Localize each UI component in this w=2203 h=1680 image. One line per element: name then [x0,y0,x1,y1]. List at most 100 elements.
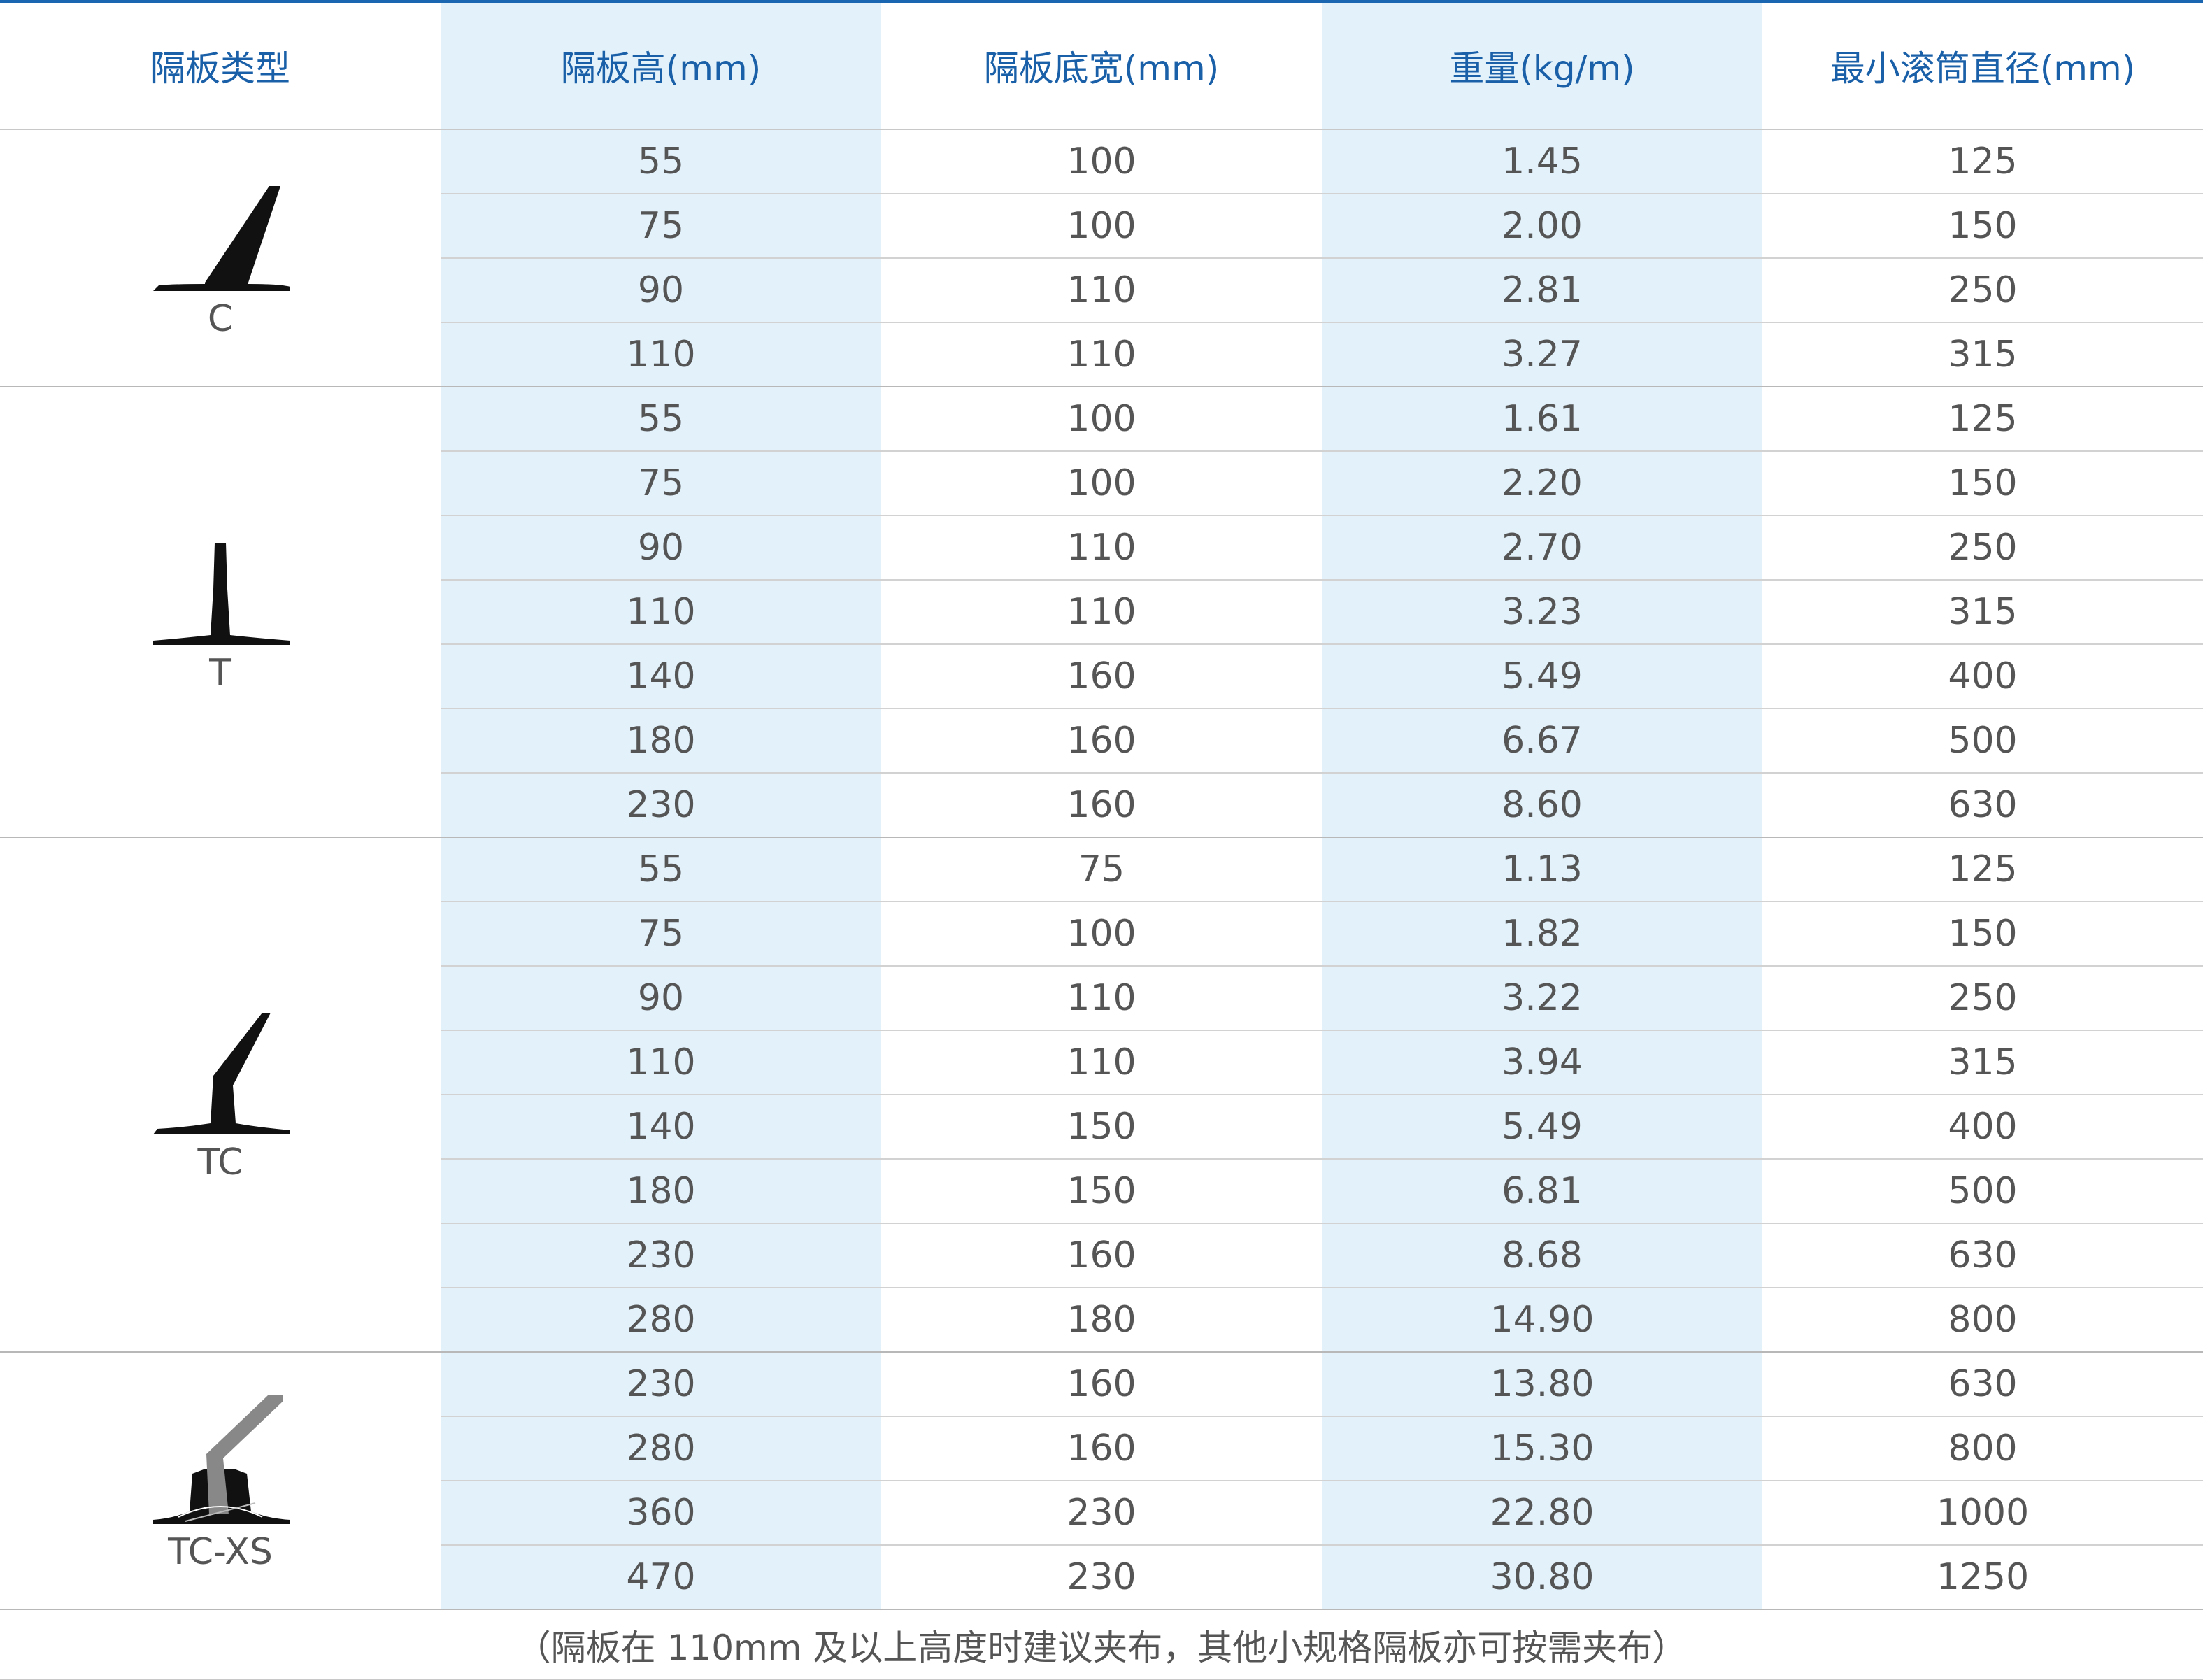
table-row: 360 230 22.80 1000 [0,1481,2203,1546]
cell-height: 55 [441,129,881,194]
cell-base-width: 160 [881,644,1322,709]
cell-min-drum: 150 [1762,902,2203,967]
cell-height: 75 [441,902,881,967]
table-row: TC-XS 230 160 13.80 630 [0,1352,2203,1610]
cell-min-drum: 315 [1762,1030,2203,1095]
cell-weight: 3.94 [1322,1030,1762,1095]
header-row: 隔板类型 隔板高(mm) 隔板底宽(mm) 重量(kg/m) 最小滚筒直径(mm… [0,3,2203,130]
cell-weight: 14.90 [1322,1288,1762,1353]
cell-base-width: 110 [881,966,1322,1031]
cell-height: 230 [441,773,881,838]
cell-min-drum: 1250 [1762,1545,2203,1610]
cell-base-width: 110 [881,515,1322,581]
cell-weight: 1.13 [1322,837,1762,902]
cell-min-drum: 500 [1762,709,2203,774]
header-base-width: 隔板底宽(mm) [881,3,1322,130]
cell-base-width: 110 [881,258,1322,323]
cell-min-drum: 125 [1762,129,2203,194]
cell-min-drum: 800 [1762,1416,2203,1481]
cell-weight: 3.27 [1322,322,1762,387]
table-row: 470 230 30.80 1250 [0,1545,2203,1610]
cell-min-drum: 250 [1762,966,2203,1031]
table-row: 140 160 5.49 400 [0,644,2203,709]
type-label: T [209,652,231,694]
cell-weight: 5.49 [1322,1095,1762,1160]
cell-min-drum: 400 [1762,644,2203,709]
table-row: TC 55 75 1.13 125 [0,837,2203,1353]
c-profile-icon [153,186,290,291]
cell-base-width: 100 [881,451,1322,516]
type-label: TC [197,1141,243,1183]
cell-min-drum: 800 [1762,1288,2203,1353]
cell-weight: 30.80 [1322,1545,1762,1610]
cell-height: 55 [441,387,881,452]
cell-weight: 1.82 [1322,902,1762,967]
table-row: 90 110 2.70 250 [0,515,2203,581]
footnote: （隔板在 110mm 及以上高度时建议夹布，其他小规格隔板亦可按需夹布） [0,1616,2203,1680]
cell-weight: 8.60 [1322,773,1762,838]
cell-weight: 1.45 [1322,129,1762,194]
header-type: 隔板类型 [0,3,441,130]
cell-height: 90 [441,966,881,1031]
table-row: 230 160 8.60 630 [0,773,2203,838]
cell-base-width: 150 [881,1159,1322,1224]
cell-height: 280 [441,1288,881,1353]
cell-min-drum: 125 [1762,837,2203,902]
cell-weight: 6.81 [1322,1159,1762,1224]
table-row: T 55 100 1.61 125 [0,387,2203,838]
cell-base-width: 100 [881,194,1322,259]
cell-base-width: 160 [881,1352,1322,1417]
cell-weight: 2.20 [1322,451,1762,516]
top-rule [0,0,2203,3]
table-row: 180 150 6.81 500 [0,1159,2203,1224]
cell-weight: 3.22 [1322,966,1762,1031]
type-cell: T [0,387,441,838]
cell-min-drum: 150 [1762,194,2203,259]
table-row: 110 110 3.23 315 [0,580,2203,645]
cell-base-width: 160 [881,1223,1322,1288]
cell-height: 140 [441,644,881,709]
cell-min-drum: 630 [1762,1352,2203,1417]
cell-height: 110 [441,580,881,645]
cell-height: 230 [441,1352,881,1417]
type-cell: TC-XS [0,1352,441,1610]
table-row: 90 110 3.22 250 [0,966,2203,1031]
type-cell: C [0,129,441,387]
table-row: 140 150 5.49 400 [0,1095,2203,1160]
cell-height: 75 [441,194,881,259]
type-cell-content: C [0,179,441,337]
t-profile-icon [153,543,290,645]
header-min-drum: 最小滚筒直径(mm) [1762,3,2203,130]
cell-weight: 2.00 [1322,194,1762,259]
cell-base-width: 230 [881,1481,1322,1546]
cell-base-width: 160 [881,1416,1322,1481]
table-row: 110 110 3.94 315 [0,1030,2203,1095]
type-cell-content: T [0,533,441,691]
cell-min-drum: 250 [1762,258,2203,323]
cell-base-width: 100 [881,902,1322,967]
cell-base-width: 160 [881,773,1322,838]
type-label: C [207,298,234,340]
cell-weight: 13.80 [1322,1352,1762,1417]
cell-base-width: 110 [881,1030,1322,1095]
cell-base-width: 160 [881,709,1322,774]
cell-weight: 22.80 [1322,1481,1762,1546]
cell-base-width: 100 [881,387,1322,452]
cell-min-drum: 250 [1762,515,2203,581]
type-cell: TC [0,837,441,1353]
table-row: 110 110 3.27 315 [0,322,2203,387]
table-row: 75 100 2.00 150 [0,194,2203,259]
header-weight: 重量(kg/m) [1322,3,1762,130]
cell-min-drum: 500 [1762,1159,2203,1224]
cleat-spec-table: 隔板类型 隔板高(mm) 隔板底宽(mm) 重量(kg/m) 最小滚筒直径(mm… [0,3,2203,1610]
cell-min-drum: 1000 [1762,1481,2203,1546]
type-label: TC-XS [168,1531,273,1573]
type-cell-content: TC-XS [0,1391,441,1570]
cell-height: 140 [441,1095,881,1160]
cell-min-drum: 630 [1762,1223,2203,1288]
table-row: 90 110 2.81 250 [0,258,2203,323]
cell-height: 280 [441,1416,881,1481]
cell-min-drum: 315 [1762,322,2203,387]
cell-height: 90 [441,515,881,581]
cell-weight: 2.81 [1322,258,1762,323]
